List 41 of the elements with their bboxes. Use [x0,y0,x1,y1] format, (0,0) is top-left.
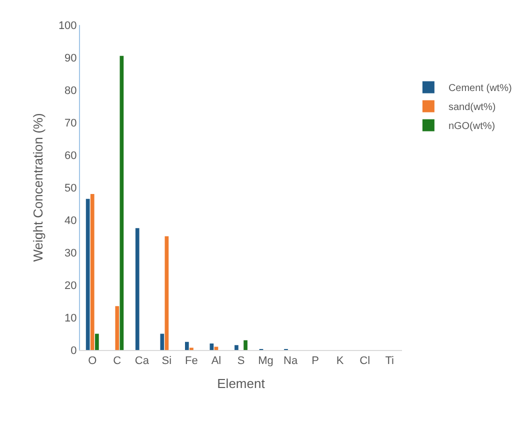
bar [86,198,90,350]
bar [120,56,124,350]
bar [160,334,164,350]
x-tick-label: K [336,355,344,368]
x-tick-label: P [312,355,319,368]
bar [115,306,120,350]
bar [90,194,94,350]
legend-label: nGO(wt%) [448,121,496,132]
y-tick-label: 100 [58,20,77,32]
bar [234,345,238,350]
y-tick-label: 10 [64,312,77,324]
y-tick-label: 0 [70,344,77,357]
x-tick-label: Si [162,355,172,368]
y-tick-label: 40 [64,214,77,227]
x-tick-label: C [113,355,122,368]
bar [95,334,99,350]
y-tick-label: 70 [64,117,77,130]
bar [210,344,214,350]
legend-label: Cement (wt%) [448,83,512,94]
legend-label: sand(wt%) [448,102,496,114]
x-tick-label: O [88,355,98,368]
x-tick-label: S [237,355,245,368]
y-tick-label: 80 [64,84,77,97]
x-tick-label: Ti [385,355,394,368]
x-tick-label: Na [284,355,298,368]
x-tick-label: Ca [134,355,150,368]
x-tick-label: Fe [185,355,198,368]
x-tick-label: Mg [258,355,274,368]
bar [244,340,248,350]
y-tick-label: 90 [64,52,77,64]
bar [135,228,140,350]
bar [184,342,189,350]
y-axis-title: Weight Concentration (%) [30,113,46,262]
x-axis-title: Element [217,376,266,391]
x-tick-label: Cl [360,355,370,368]
y-tick-label: 20 [64,280,77,292]
bar [164,236,169,350]
x-tick-label: Al [211,355,222,368]
y-tick-label: 60 [64,150,77,162]
y-tick-label: 50 [64,182,77,194]
y-tick-label: 30 [64,247,77,260]
